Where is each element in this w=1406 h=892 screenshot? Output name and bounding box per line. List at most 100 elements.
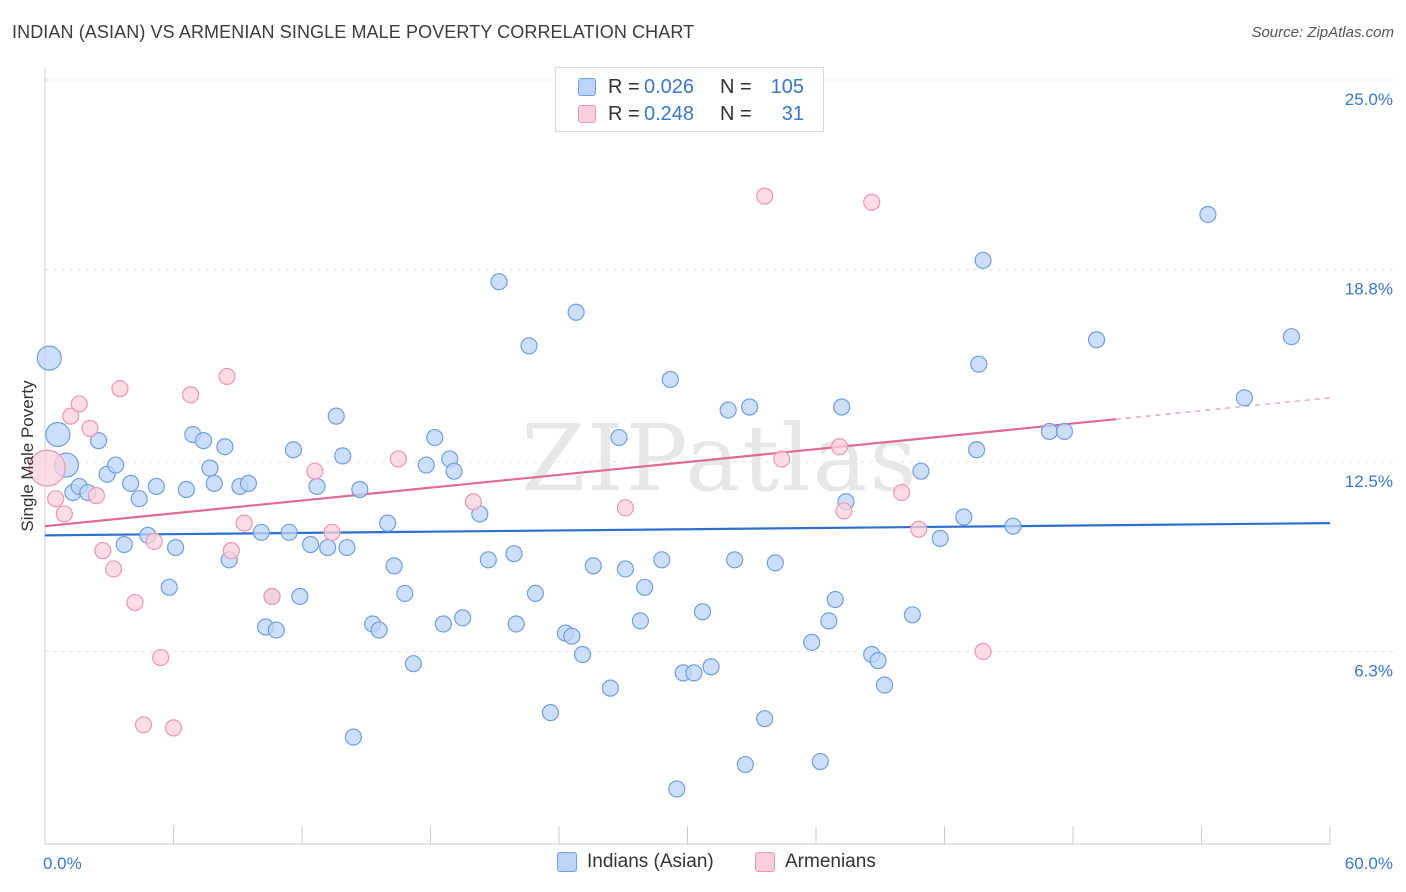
data-point-indians (1282, 328, 1301, 346)
data-point-indians (505, 545, 523, 563)
legend-r-label: R = (608, 75, 640, 98)
data-point-indians (216, 438, 234, 456)
data-point-indians (719, 401, 737, 419)
data-point-indians (36, 345, 62, 371)
legend-row-indians: R = 0.026 N = 105 (578, 76, 804, 98)
data-point-indians (668, 780, 686, 798)
data-point-armenians (389, 450, 407, 468)
data-point-indians (89, 432, 108, 450)
data-point-indians (445, 462, 463, 480)
data-point-armenians (87, 487, 106, 505)
data-point-armenians (55, 505, 73, 523)
data-point-indians (1004, 517, 1022, 535)
data-point-indians (702, 658, 720, 676)
data-point-armenians (164, 719, 183, 737)
legend-n-label: N = (720, 75, 752, 98)
legend-swatch-indians (578, 78, 596, 96)
data-point-indians (520, 337, 538, 355)
data-point-armenians (182, 386, 200, 404)
legend-stats: R = 0.026 N = 105 R = 0.248 N = 31 (555, 67, 824, 132)
data-point-indians (267, 621, 285, 639)
data-point-armenians (893, 483, 911, 502)
data-point-indians (875, 676, 894, 694)
data-point-indians (685, 664, 703, 682)
data-point-indians (955, 508, 973, 526)
legend-n-value: 31 (781, 102, 804, 125)
data-point-armenians (974, 642, 992, 661)
legend-item-indians: Indians (Asian) (557, 851, 714, 873)
data-point-indians (351, 480, 369, 499)
data-point-armenians (145, 532, 163, 551)
data-point-armenians (126, 593, 144, 612)
data-point-armenians (235, 514, 253, 532)
data-point-indians (344, 728, 362, 746)
data-point-indians (811, 752, 829, 771)
legend-item-armenians: Armenians (755, 851, 876, 873)
data-point-armenians (755, 187, 774, 205)
data-point-indians (766, 554, 784, 572)
legend-row-armenians: R = 0.248 N = 31 (578, 103, 804, 125)
legend-label-armenians: Armenians (785, 851, 876, 872)
x-tick-label: 60.0% (1345, 854, 1393, 873)
trend-line-armenians-extension (1115, 397, 1331, 420)
legend-r-label: R = (608, 102, 640, 125)
data-point-indians (803, 633, 821, 651)
data-point-armenians (835, 502, 853, 520)
data-point-armenians (104, 560, 123, 578)
data-point-indians (1235, 389, 1253, 407)
x-tick-label: 0.0% (43, 854, 82, 873)
data-point-indians (338, 538, 356, 557)
data-point-indians (584, 557, 602, 575)
data-point-indians (653, 551, 671, 569)
data-point-indians (1055, 422, 1074, 441)
trend-line-armenians (44, 418, 1116, 528)
data-point-indians (434, 615, 452, 633)
data-point-indians (454, 609, 472, 627)
data-point-indians (385, 557, 403, 575)
legend-series: Indians (Asian) Armenians (0, 851, 1406, 877)
data-point-indians (379, 514, 397, 532)
data-point-indians (334, 447, 352, 465)
data-point-indians (177, 480, 195, 499)
data-point-indians (301, 535, 320, 554)
data-point-indians (526, 584, 545, 603)
legend-n-label: N = (720, 102, 752, 125)
data-point-indians (616, 560, 634, 578)
legend-label-indians: Indians (Asian) (587, 851, 714, 872)
data-point-indians (479, 551, 497, 569)
y-axis-label: Single Male Poverty (18, 380, 37, 532)
data-point-indians (167, 538, 185, 557)
data-point-indians (563, 627, 581, 645)
grid-lines (45, 79, 1394, 652)
data-point-armenians (70, 395, 88, 413)
data-point-indians (661, 370, 679, 389)
data-point-indians (1040, 422, 1059, 441)
data-point-armenians (863, 193, 881, 211)
data-point-armenians (62, 407, 80, 425)
data-point-indians (507, 615, 525, 633)
data-point-indians (912, 462, 930, 480)
data-point-armenians (773, 450, 791, 468)
data-point-indians (736, 755, 754, 774)
data-point-indians (194, 432, 213, 450)
data-point-armenians (111, 380, 129, 398)
data-point-indians (327, 407, 345, 425)
data-point-indians (1199, 205, 1217, 224)
y-tick-label: 18.8% (1345, 279, 1393, 298)
y-tick-label: 25.0% (1345, 90, 1393, 109)
data-point-indians (160, 578, 178, 596)
data-point-armenians (218, 367, 236, 386)
data-point-armenians (47, 490, 65, 508)
data-point-armenians (94, 542, 112, 560)
data-point-indians (205, 474, 223, 492)
data-point-indians (252, 523, 270, 541)
data-point-indians (693, 603, 712, 621)
data-point-indians (869, 652, 887, 670)
data-point-indians (280, 523, 298, 541)
data-point-indians (130, 490, 148, 508)
legend-swatch-armenians (755, 852, 775, 872)
data-point-armenians (152, 648, 170, 667)
data-point-indians (1087, 331, 1106, 349)
data-point-indians (541, 703, 560, 722)
data-point-indians (601, 679, 620, 697)
